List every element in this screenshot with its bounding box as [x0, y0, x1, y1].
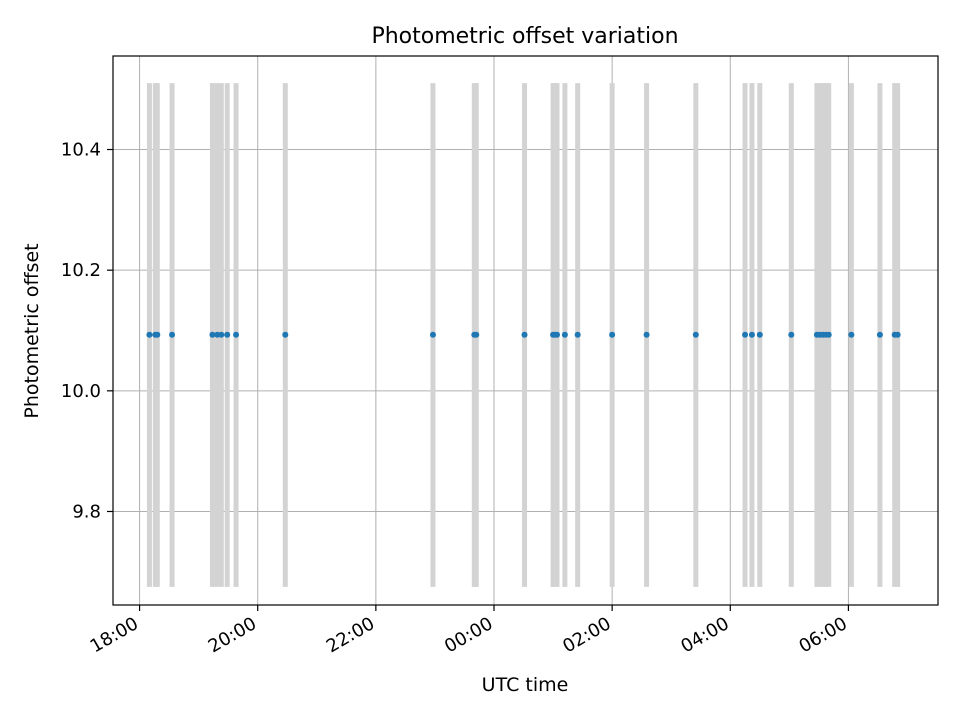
data-point	[154, 331, 161, 338]
data-point	[224, 331, 231, 338]
y-tick-label: 9.8	[72, 501, 101, 522]
data-point	[894, 331, 901, 338]
y-axis-ticks: 9.8 10.0 10.2 10.4	[61, 140, 113, 522]
data-point	[825, 331, 832, 338]
x-tick-label: 18:00	[87, 613, 142, 657]
data-point	[692, 331, 699, 338]
x-tick-label: 02:00	[559, 613, 614, 657]
x-tick-label: 06:00	[795, 613, 850, 657]
x-tick-label: 22:00	[323, 613, 378, 657]
data-points	[146, 331, 901, 338]
x-tick-label: 00:00	[441, 613, 496, 657]
data-point	[748, 331, 755, 338]
data-point	[282, 331, 289, 338]
data-point	[876, 331, 883, 338]
chart-title: Photometric offset variation	[371, 24, 678, 49]
data-point	[429, 331, 436, 338]
y-tick-label: 10.4	[61, 140, 101, 161]
data-point	[473, 331, 480, 338]
data-point	[218, 331, 225, 338]
data-point	[609, 331, 616, 338]
data-point	[643, 331, 650, 338]
plot-frame	[112, 55, 939, 606]
data-point	[788, 331, 795, 338]
data-point	[561, 331, 568, 338]
y-tick-label: 10.2	[61, 260, 101, 281]
data-point	[742, 331, 749, 338]
data-point	[554, 331, 561, 338]
data-point	[756, 331, 763, 338]
data-point	[233, 331, 240, 338]
x-tick-label: 20:00	[205, 613, 260, 657]
data-point	[574, 331, 581, 338]
x-axis-ticks: 18:00 20:00 22:00 00:00 02:00 04:00 06:00	[87, 605, 851, 657]
y-tick-label: 10.0	[61, 381, 101, 402]
x-axis-label: UTC time	[482, 674, 569, 696]
data-point	[848, 331, 855, 338]
data-point	[169, 331, 176, 338]
x-tick-label: 04:00	[677, 613, 732, 657]
data-point	[521, 331, 528, 338]
y-axis-label: Photometric offset	[21, 243, 43, 418]
data-point	[146, 331, 153, 338]
data-point	[209, 331, 216, 338]
